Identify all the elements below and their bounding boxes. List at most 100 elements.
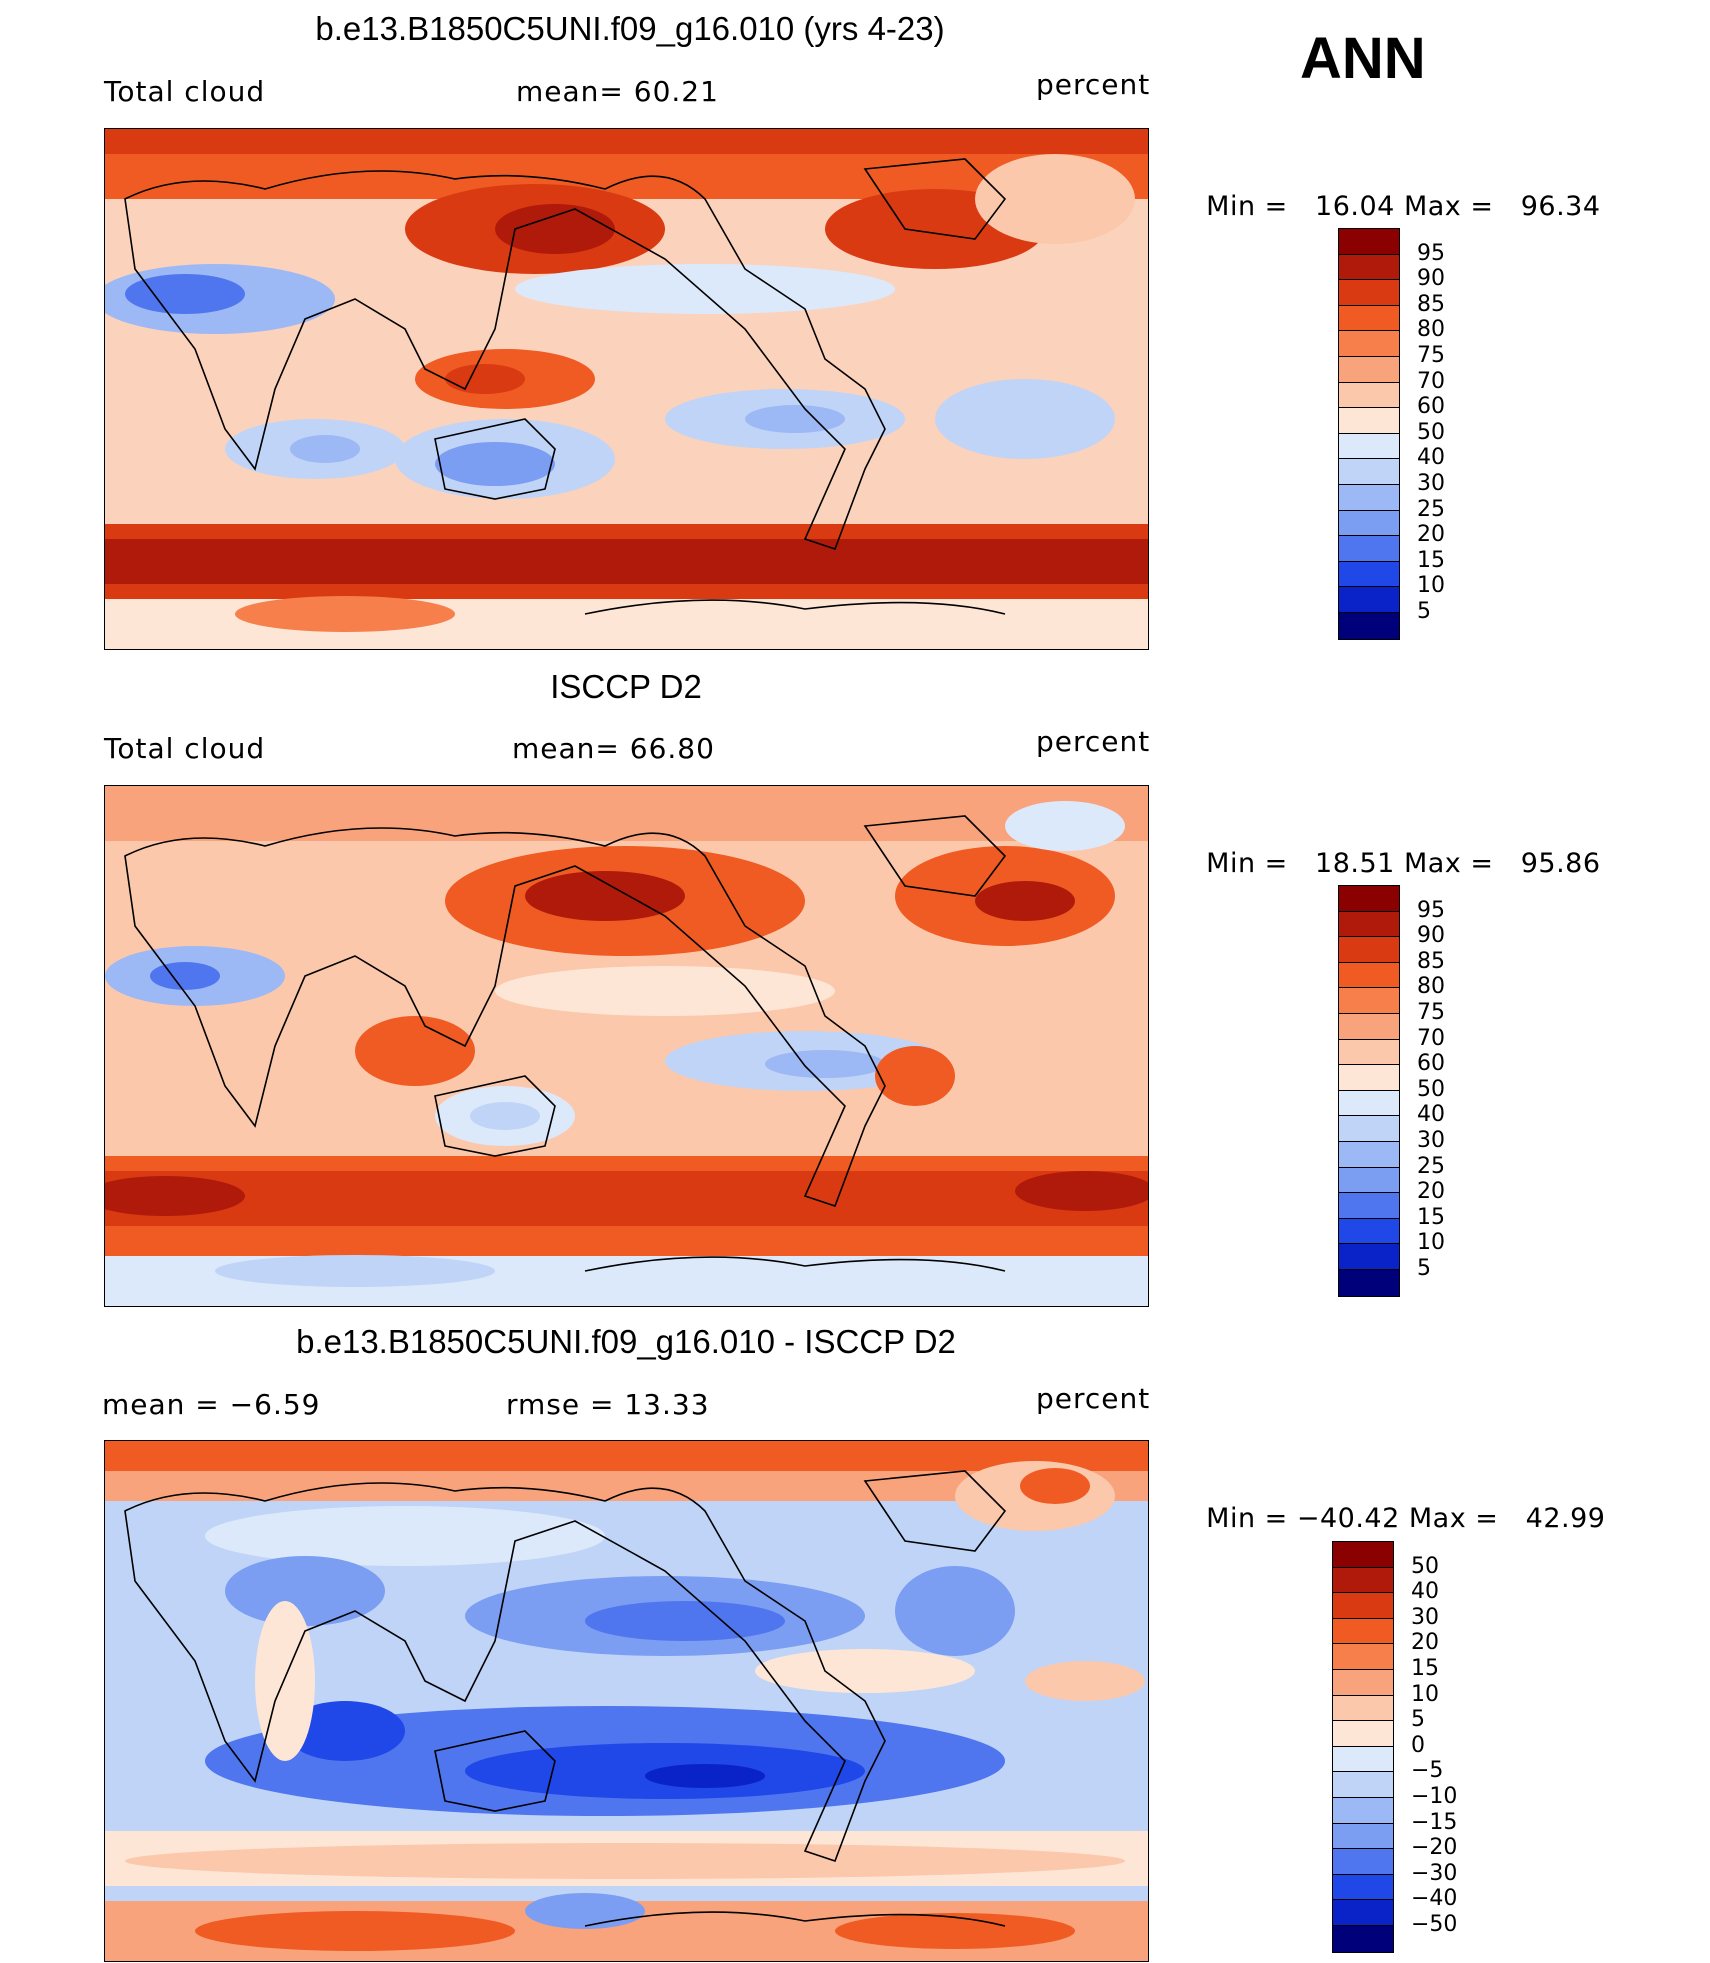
- panel-2-map: [104, 785, 1149, 1307]
- colorbar-segment: [1333, 1644, 1393, 1670]
- panel-3-title: b.e13.B1850C5UNI.f09_g16.010 - ISCCP D2: [296, 1323, 956, 1360]
- colorbar-segment: [1339, 356, 1399, 383]
- panel-2-variable-label: Total cloud: [104, 732, 266, 765]
- panel-3-map: [104, 1440, 1149, 1962]
- colorbar-tick-label: 90: [1417, 923, 1445, 949]
- colorbar-tick-label: 75: [1417, 1000, 1445, 1025]
- colorbar-tick-label: 5: [1417, 599, 1431, 624]
- colorbar-segment: [1333, 1900, 1393, 1926]
- colorbar-segment: [1339, 229, 1399, 255]
- colorbar-tick-label: 30: [1417, 471, 1445, 496]
- panel-3-max-label: Max = 42.99: [1408, 1503, 1606, 1534]
- colorbar-segment: [1339, 1193, 1399, 1219]
- panel-1-title: b.e13.B1850C5UNI.f09_g16.010 (yrs 4-23): [315, 10, 945, 47]
- panel-2-min-label: Min = 18.51: [1206, 848, 1395, 879]
- colorbar-tick-label: −15: [1411, 1809, 1458, 1835]
- panel-2-units-label: percent: [1036, 725, 1151, 758]
- colorbar-tick-label: 70: [1417, 368, 1445, 394]
- colorbar-tick-label: 75: [1417, 343, 1445, 368]
- panel-1-colorbar: [1338, 228, 1400, 640]
- colorbar-tick-label: 50: [1417, 419, 1445, 445]
- colorbar-segment: [1339, 280, 1399, 306]
- panel-2-mean-label: mean= 66.80: [512, 732, 715, 765]
- colorbar-segment: [1333, 1925, 1393, 1952]
- colorbar-tick-label: 10: [1417, 1230, 1445, 1256]
- colorbar-tick-label: 15: [1417, 547, 1445, 573]
- colorbar-tick-label: 50: [1417, 1076, 1445, 1102]
- colorbar-tick-label: 40: [1417, 1102, 1445, 1128]
- colorbar-tick-label: 5: [1411, 1707, 1425, 1733]
- colorbar-tick-label: 20: [1411, 1630, 1439, 1656]
- panel-3-mean-label: mean = −6.59: [102, 1388, 321, 1421]
- colorbar-segment: [1339, 459, 1399, 485]
- colorbar-segment: [1339, 1141, 1399, 1168]
- colorbar-segment: [1339, 886, 1399, 912]
- panel-2-max-label: Max = 95.86: [1403, 848, 1601, 879]
- colorbar-tick-label: 80: [1417, 317, 1445, 343]
- colorbar-segment: [1333, 1772, 1393, 1798]
- colorbar-segment: [1339, 510, 1399, 537]
- colorbar-tick-label: −50: [1411, 1912, 1458, 1937]
- panel-3-field: [105, 1441, 1148, 1961]
- colorbar-segment: [1339, 911, 1399, 938]
- panel-3-min-label: Min = −40.42: [1206, 1503, 1400, 1534]
- colorbar-segment: [1339, 1167, 1399, 1194]
- colorbar-tick-label: −20: [1411, 1835, 1458, 1861]
- colorbar-tick-label: 20: [1417, 1179, 1445, 1205]
- colorbar-tick-label: 5: [1417, 1256, 1431, 1281]
- colorbar-tick-label: 25: [1417, 1153, 1445, 1179]
- colorbar-tick-label: −40: [1411, 1886, 1458, 1912]
- panel-3-units-label: percent: [1036, 1382, 1151, 1415]
- panel-1-variable-label: Total cloud: [104, 75, 266, 108]
- colorbar-tick-label: 50: [1411, 1553, 1439, 1579]
- colorbar-segment: [1333, 1695, 1393, 1722]
- colorbar-segment: [1333, 1797, 1393, 1824]
- colorbar-tick-label: 80: [1417, 974, 1445, 1000]
- colorbar-segment: [1339, 331, 1399, 357]
- panel-2-field: [105, 786, 1148, 1306]
- colorbar-tick-label: 60: [1417, 1051, 1445, 1077]
- colorbar-tick-label: 10: [1417, 573, 1445, 599]
- colorbar-tick-label: −10: [1411, 1784, 1458, 1809]
- colorbar-segment: [1333, 1593, 1393, 1619]
- colorbar-segment: [1339, 1090, 1399, 1117]
- colorbar-segment: [1333, 1567, 1393, 1594]
- colorbar-segment: [1339, 612, 1399, 639]
- colorbar-tick-label: 15: [1411, 1656, 1439, 1681]
- panel-1-min-label: Min = 16.04: [1206, 191, 1395, 222]
- colorbar-segment: [1339, 484, 1399, 511]
- colorbar-segment: [1339, 433, 1399, 460]
- colorbar-segment: [1333, 1874, 1393, 1901]
- season-label: ANN: [1300, 26, 1426, 91]
- colorbar-segment: [1339, 254, 1399, 281]
- panel-1-mean-label: mean= 60.21: [516, 75, 719, 108]
- colorbar-tick-label: 15: [1417, 1204, 1445, 1230]
- colorbar-segment: [1333, 1849, 1393, 1875]
- colorbar-segment: [1339, 382, 1399, 409]
- colorbar-tick-label: 25: [1417, 496, 1445, 522]
- panel-3-rmse-label: rmse = 13.33: [506, 1388, 710, 1421]
- colorbar-tick-label: 85: [1417, 948, 1445, 974]
- colorbar-segment: [1339, 1013, 1399, 1040]
- colorbar-tick-label: 0: [1411, 1732, 1425, 1758]
- colorbar-segment: [1339, 536, 1399, 562]
- panel-1-units-label: percent: [1036, 68, 1151, 101]
- colorbar-tick-label: 40: [1411, 1579, 1439, 1605]
- colorbar-tick-label: 10: [1411, 1681, 1439, 1707]
- colorbar-tick-label: 70: [1417, 1025, 1445, 1051]
- panel-1-map: [104, 128, 1149, 650]
- colorbar-segment: [1339, 1244, 1399, 1270]
- colorbar-segment: [1339, 1039, 1399, 1066]
- colorbar-tick-label: 20: [1417, 522, 1445, 548]
- panel-1-max-label: Max = 96.34: [1403, 191, 1601, 222]
- colorbar-tick-label: 95: [1417, 897, 1445, 923]
- panel-2-title: ISCCP D2: [550, 668, 702, 705]
- colorbar-tick-label: 30: [1411, 1604, 1439, 1630]
- colorbar-segment: [1339, 305, 1399, 332]
- colorbar-segment: [1333, 1669, 1393, 1696]
- colorbar-segment: [1339, 587, 1399, 613]
- colorbar-tick-label: 40: [1417, 445, 1445, 471]
- colorbar-tick-label: 30: [1417, 1128, 1445, 1153]
- colorbar-segment: [1339, 1116, 1399, 1142]
- panel-3-colorbar: [1332, 1541, 1394, 1953]
